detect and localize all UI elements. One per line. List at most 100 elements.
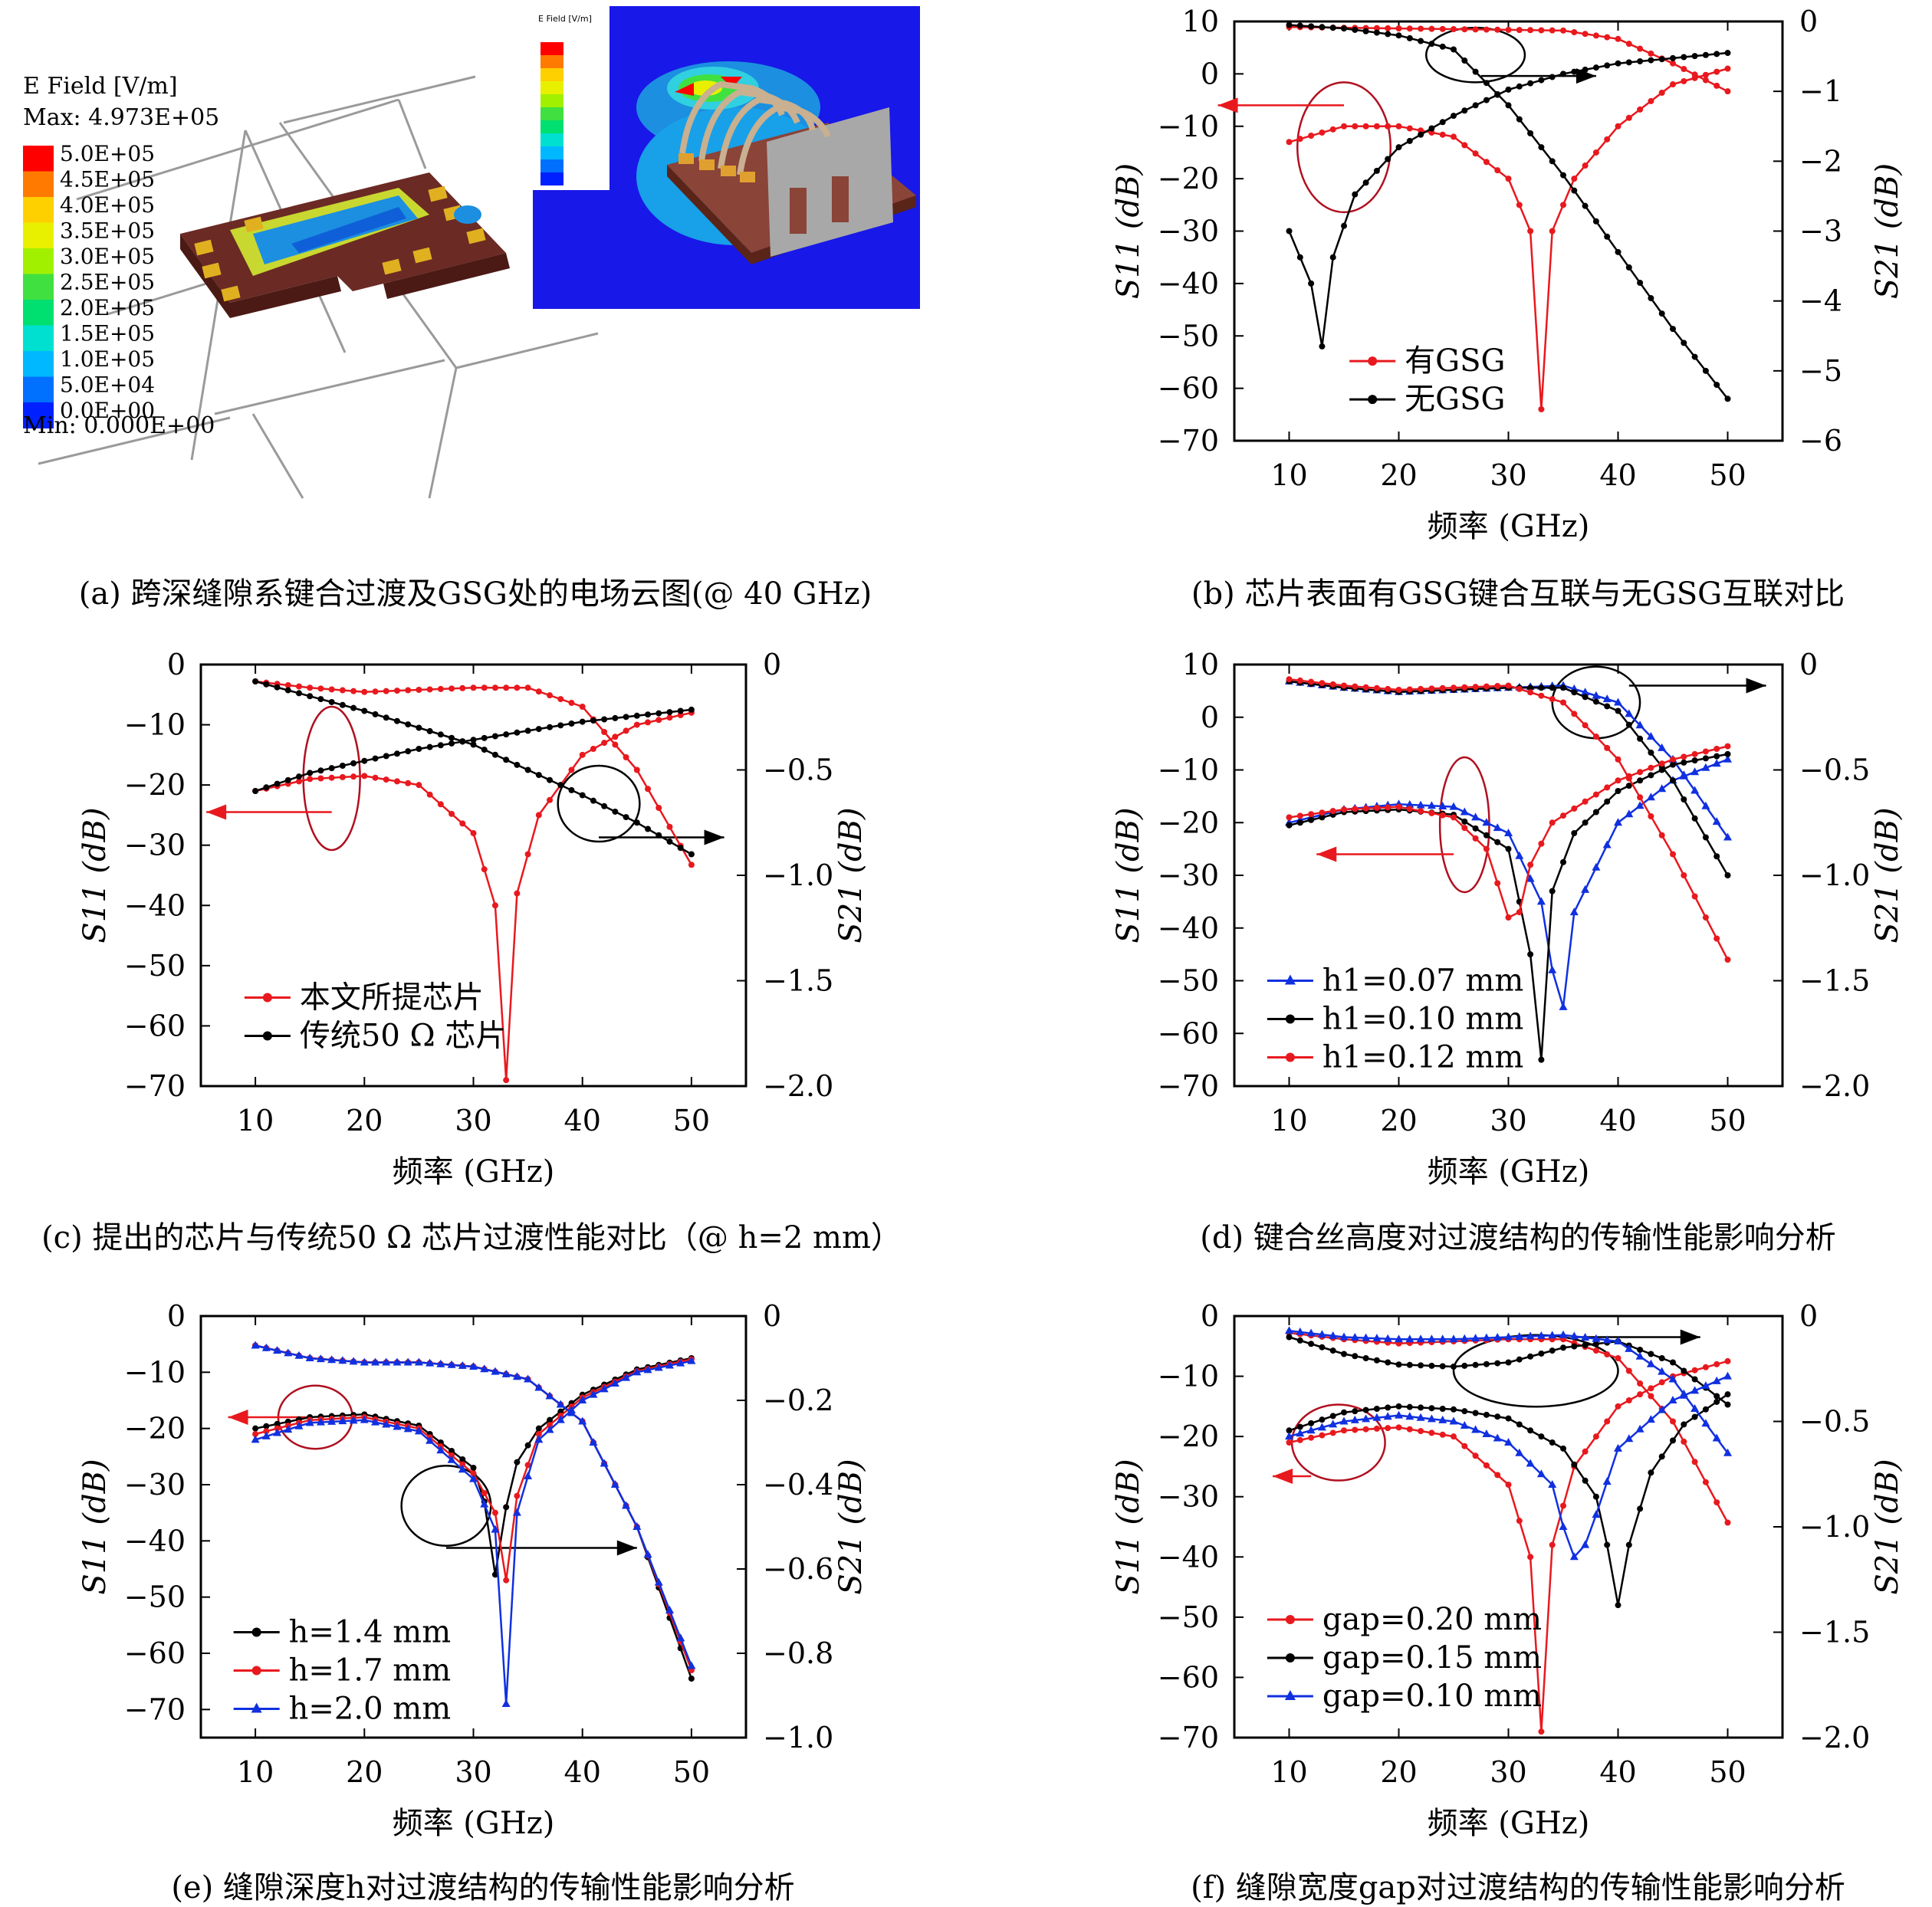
series-marker bbox=[1494, 26, 1501, 33]
series-marker bbox=[1296, 22, 1303, 29]
series-marker bbox=[622, 1373, 631, 1381]
series-marker bbox=[1515, 1448, 1524, 1456]
annotation-arrow-head bbox=[1316, 846, 1337, 862]
series-marker bbox=[524, 727, 531, 734]
series-marker bbox=[1296, 1436, 1303, 1443]
series-marker bbox=[372, 774, 379, 781]
y2-tick-label: 0 bbox=[1799, 5, 1818, 38]
series-marker bbox=[361, 707, 368, 714]
series-marker bbox=[1527, 1353, 1534, 1360]
series-marker bbox=[1712, 1376, 1721, 1384]
legend-marker bbox=[1368, 395, 1378, 405]
series-marker bbox=[557, 696, 564, 703]
series-marker bbox=[1352, 26, 1359, 33]
series-marker bbox=[328, 686, 335, 693]
legend-label: 无GSG bbox=[1405, 382, 1505, 417]
series-marker bbox=[263, 1428, 270, 1435]
series-marker bbox=[305, 1354, 314, 1361]
series-marker bbox=[1691, 353, 1698, 360]
series-marker bbox=[393, 717, 400, 724]
series-marker bbox=[1494, 167, 1501, 174]
inset-legend-swatch bbox=[540, 68, 564, 81]
series-marker bbox=[1505, 86, 1512, 93]
series-marker bbox=[1604, 136, 1611, 143]
series-marker bbox=[1505, 1359, 1512, 1366]
series-marker bbox=[1439, 119, 1446, 126]
caption-e: (e) 缝隙深度h对过渡结构的传输性能影响分析 bbox=[171, 1870, 795, 1905]
series-marker bbox=[503, 1577, 510, 1584]
series-marker bbox=[1418, 25, 1424, 32]
inset-legend-swatch bbox=[540, 81, 564, 94]
series-marker bbox=[1536, 1331, 1546, 1339]
series-marker bbox=[1714, 51, 1720, 57]
series-marker bbox=[545, 1425, 554, 1433]
legend-label: gap=0.15 mm bbox=[1322, 1640, 1542, 1676]
series-marker bbox=[1329, 126, 1336, 133]
caption-f: (f) 缝隙宽度gap对过渡结构的传输性能影响分析 bbox=[1191, 1870, 1845, 1905]
chart-e: 10 20 30 40 50 0 −10 −20 −30 −40 −50 −60 −70 0 −0.2 −0.… bbox=[77, 1299, 869, 1841]
series-marker bbox=[350, 704, 357, 711]
series-marker bbox=[1625, 41, 1632, 48]
series-marker bbox=[1483, 1411, 1490, 1418]
series-marker bbox=[1702, 1406, 1709, 1413]
series-marker bbox=[1614, 1337, 1622, 1344]
series-marker bbox=[1559, 1330, 1568, 1338]
chip-model bbox=[180, 172, 510, 318]
series-marker bbox=[1385, 685, 1392, 692]
series-marker bbox=[1646, 732, 1655, 740]
series-marker bbox=[1724, 50, 1731, 57]
series-marker bbox=[1724, 1357, 1731, 1364]
chart-d: 10 20 30 40 50 10 0 −10 −20 −30 −40 −50 −60 −70 0 −0.5 −… bbox=[1111, 648, 1905, 1190]
series-marker bbox=[360, 1357, 369, 1366]
series-marker bbox=[503, 1504, 510, 1511]
series-marker bbox=[1493, 823, 1502, 832]
series-marker bbox=[1625, 1541, 1632, 1548]
series-marker bbox=[610, 1480, 619, 1488]
series-marker bbox=[1494, 683, 1501, 690]
series-marker bbox=[1637, 45, 1644, 52]
series-marker bbox=[687, 1356, 696, 1364]
series-marker bbox=[447, 1455, 456, 1463]
series-marker bbox=[1691, 757, 1698, 764]
series-marker bbox=[612, 714, 619, 721]
series-marker bbox=[1362, 179, 1369, 186]
series-marker bbox=[1504, 1438, 1513, 1446]
series-marker bbox=[1702, 367, 1709, 374]
series-marker bbox=[1625, 1397, 1632, 1403]
series-marker bbox=[547, 776, 554, 783]
series-marker bbox=[1428, 1429, 1435, 1436]
series-marker bbox=[361, 688, 368, 695]
series-marker bbox=[1604, 798, 1611, 805]
series-marker bbox=[556, 1415, 565, 1423]
series-marker bbox=[1658, 1405, 1667, 1413]
series-marker bbox=[1428, 1362, 1435, 1369]
annotation-arrow-head bbox=[1680, 1329, 1700, 1345]
series-marker bbox=[524, 1462, 531, 1469]
series-marker bbox=[1602, 1335, 1612, 1344]
series-marker bbox=[1385, 1425, 1392, 1432]
series-marker bbox=[350, 760, 357, 766]
series-marker bbox=[491, 751, 498, 758]
y-tick-label: −60 bbox=[124, 1636, 186, 1670]
y-tick-label: −50 bbox=[1158, 964, 1219, 998]
series-marker bbox=[1438, 1415, 1447, 1423]
annotation-ellipse bbox=[1290, 1403, 1386, 1482]
series-marker bbox=[568, 786, 575, 793]
series-marker bbox=[1439, 25, 1446, 32]
series-marker bbox=[1505, 914, 1512, 921]
series-marker bbox=[1494, 1360, 1501, 1367]
series-marker bbox=[1406, 1426, 1413, 1433]
y-tick-label: 0 bbox=[1201, 1299, 1219, 1333]
series-marker bbox=[1602, 694, 1612, 703]
series-marker bbox=[1702, 71, 1709, 78]
series-marker bbox=[1592, 1347, 1599, 1354]
series-marker bbox=[1352, 123, 1359, 130]
series-marker bbox=[1418, 131, 1424, 138]
series-marker bbox=[1472, 150, 1479, 157]
series-marker bbox=[261, 1431, 271, 1439]
series-marker bbox=[1691, 893, 1698, 900]
series-marker bbox=[1701, 1381, 1710, 1390]
series-marker bbox=[1714, 68, 1720, 75]
series-marker bbox=[545, 1391, 554, 1400]
